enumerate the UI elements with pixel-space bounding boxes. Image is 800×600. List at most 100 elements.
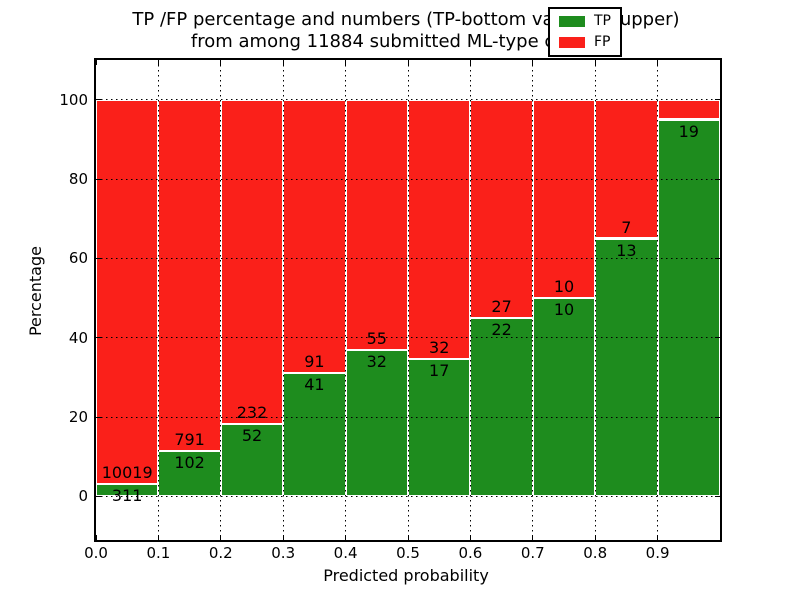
y-tick-mark: [96, 99, 101, 101]
y-tick-label: 40: [68, 328, 88, 347]
bar-tp: [532, 298, 596, 497]
legend-label-fp: FP: [594, 34, 611, 50]
vertical-gridline: [657, 60, 659, 540]
vertical-gridline: [345, 60, 347, 540]
x-tick-label: 0.3: [271, 544, 296, 562]
y-tick-mark: [715, 337, 720, 339]
x-axis-label: Predicted probability: [323, 566, 489, 585]
bar-tp: [657, 119, 720, 497]
fp-count-label: 27: [491, 297, 512, 317]
vertical-gridline: [594, 60, 596, 540]
legend-entry-fp: FP: [559, 35, 611, 50]
vertical-gridline: [282, 60, 284, 540]
bar-tp: [408, 358, 471, 497]
x-tick-mark: [594, 60, 596, 65]
x-tick-mark: [282, 535, 284, 540]
tp-count-label: 41: [304, 374, 325, 394]
y-tick-mark: [96, 178, 101, 180]
x-tick-label: 0.2: [208, 544, 233, 562]
legend-label-tp: TP: [594, 13, 611, 29]
y-tick-mark: [96, 337, 101, 339]
vertical-gridline: [407, 60, 409, 540]
bar-tp: [283, 372, 346, 497]
tp-count-label: 52: [241, 425, 263, 445]
x-tick-label: 0.7: [520, 544, 545, 562]
legend-swatch-fp-icon: [559, 37, 585, 48]
x-tick-label: 0.8: [583, 544, 608, 562]
x-tick-mark: [532, 60, 534, 65]
tp-count-label: 32: [366, 352, 387, 372]
fp-count-label: 791: [174, 430, 205, 450]
y-tick-label: 80: [68, 170, 88, 188]
chart-title-line1: TP /FP percentage and numbers (TP-bottom…: [132, 9, 680, 30]
y-tick-mark: [96, 495, 101, 497]
tp-count-label: 311: [111, 486, 143, 506]
x-tick-mark: [532, 535, 534, 540]
x-tick-mark: [657, 535, 659, 540]
bar-fp: [595, 99, 658, 239]
horizontal-gridline: [96, 337, 720, 339]
x-tick-mark: [282, 60, 284, 65]
x-tick-mark: [469, 535, 471, 540]
fp-count-label: 10: [553, 277, 575, 297]
x-tick-mark: [407, 60, 409, 65]
fp-count-label: 232: [236, 402, 268, 422]
x-tick-mark: [220, 60, 222, 65]
x-tick-mark: [407, 535, 409, 540]
y-tick-mark: [715, 495, 720, 497]
x-tick-mark: [95, 60, 97, 65]
plot-area: 10019 311 791 102 232 52 91 41 55 32 32 17 27 22 10 10 7…: [94, 58, 722, 542]
x-tick-mark: [220, 535, 222, 540]
y-tick-mark: [715, 416, 720, 418]
y-tick-mark: [715, 257, 720, 259]
x-tick-mark: [95, 535, 97, 540]
bar-fp: [96, 99, 159, 485]
bar-tp: [158, 451, 221, 497]
legend-entry-tp: TP: [559, 14, 611, 29]
x-tick-label: 0.1: [146, 544, 171, 562]
tp-count-label: 19: [678, 121, 699, 141]
x-tick-label: 0.6: [458, 544, 483, 562]
horizontal-gridline: [96, 416, 720, 418]
x-tick-mark: [157, 60, 159, 65]
bar-fp: [158, 99, 221, 452]
bar-fp: [470, 99, 533, 319]
vertical-gridline: [532, 60, 534, 540]
bar-tp: [595, 238, 658, 497]
fp-count-label: 91: [304, 351, 325, 371]
x-tick-mark: [345, 60, 347, 65]
bar-tp: [345, 350, 408, 497]
tp-count-label: 17: [429, 360, 450, 380]
x-tick-mark: [345, 535, 347, 540]
y-tick-label: 100: [59, 90, 88, 109]
x-tick-label: 0.4: [333, 544, 358, 562]
y-tick-mark: [96, 416, 101, 418]
x-tick-mark: [657, 60, 659, 65]
x-tick-mark: [594, 535, 596, 540]
bar-tp: [470, 318, 533, 497]
bar-fp: [657, 99, 720, 120]
vertical-gridline: [469, 60, 471, 540]
legend-swatch-tp-icon: [559, 16, 585, 27]
x-tick-label: 0.0: [84, 544, 108, 562]
x-tick-mark: [157, 535, 159, 540]
tp-count-label: 10: [553, 300, 575, 320]
horizontal-gridline: [96, 178, 720, 180]
bar-fp: [408, 99, 471, 359]
y-tick-mark: [96, 257, 101, 259]
fp-count-label: 32: [429, 337, 450, 357]
horizontal-gridline: [96, 495, 720, 497]
x-tick-mark: [469, 60, 471, 65]
fp-count-label: 7: [621, 217, 632, 237]
tp-count-label: 102: [174, 453, 205, 473]
bar-fp: [532, 99, 596, 298]
fp-count-label: 55: [366, 329, 387, 349]
y-tick-label: 0: [78, 487, 88, 506]
vertical-gridline: [220, 60, 222, 540]
x-tick-label: 0.5: [396, 544, 420, 562]
bar-fp: [220, 99, 284, 424]
bar-fp: [345, 99, 408, 351]
y-tick-mark: [715, 99, 720, 101]
bar-tp: [96, 484, 159, 497]
